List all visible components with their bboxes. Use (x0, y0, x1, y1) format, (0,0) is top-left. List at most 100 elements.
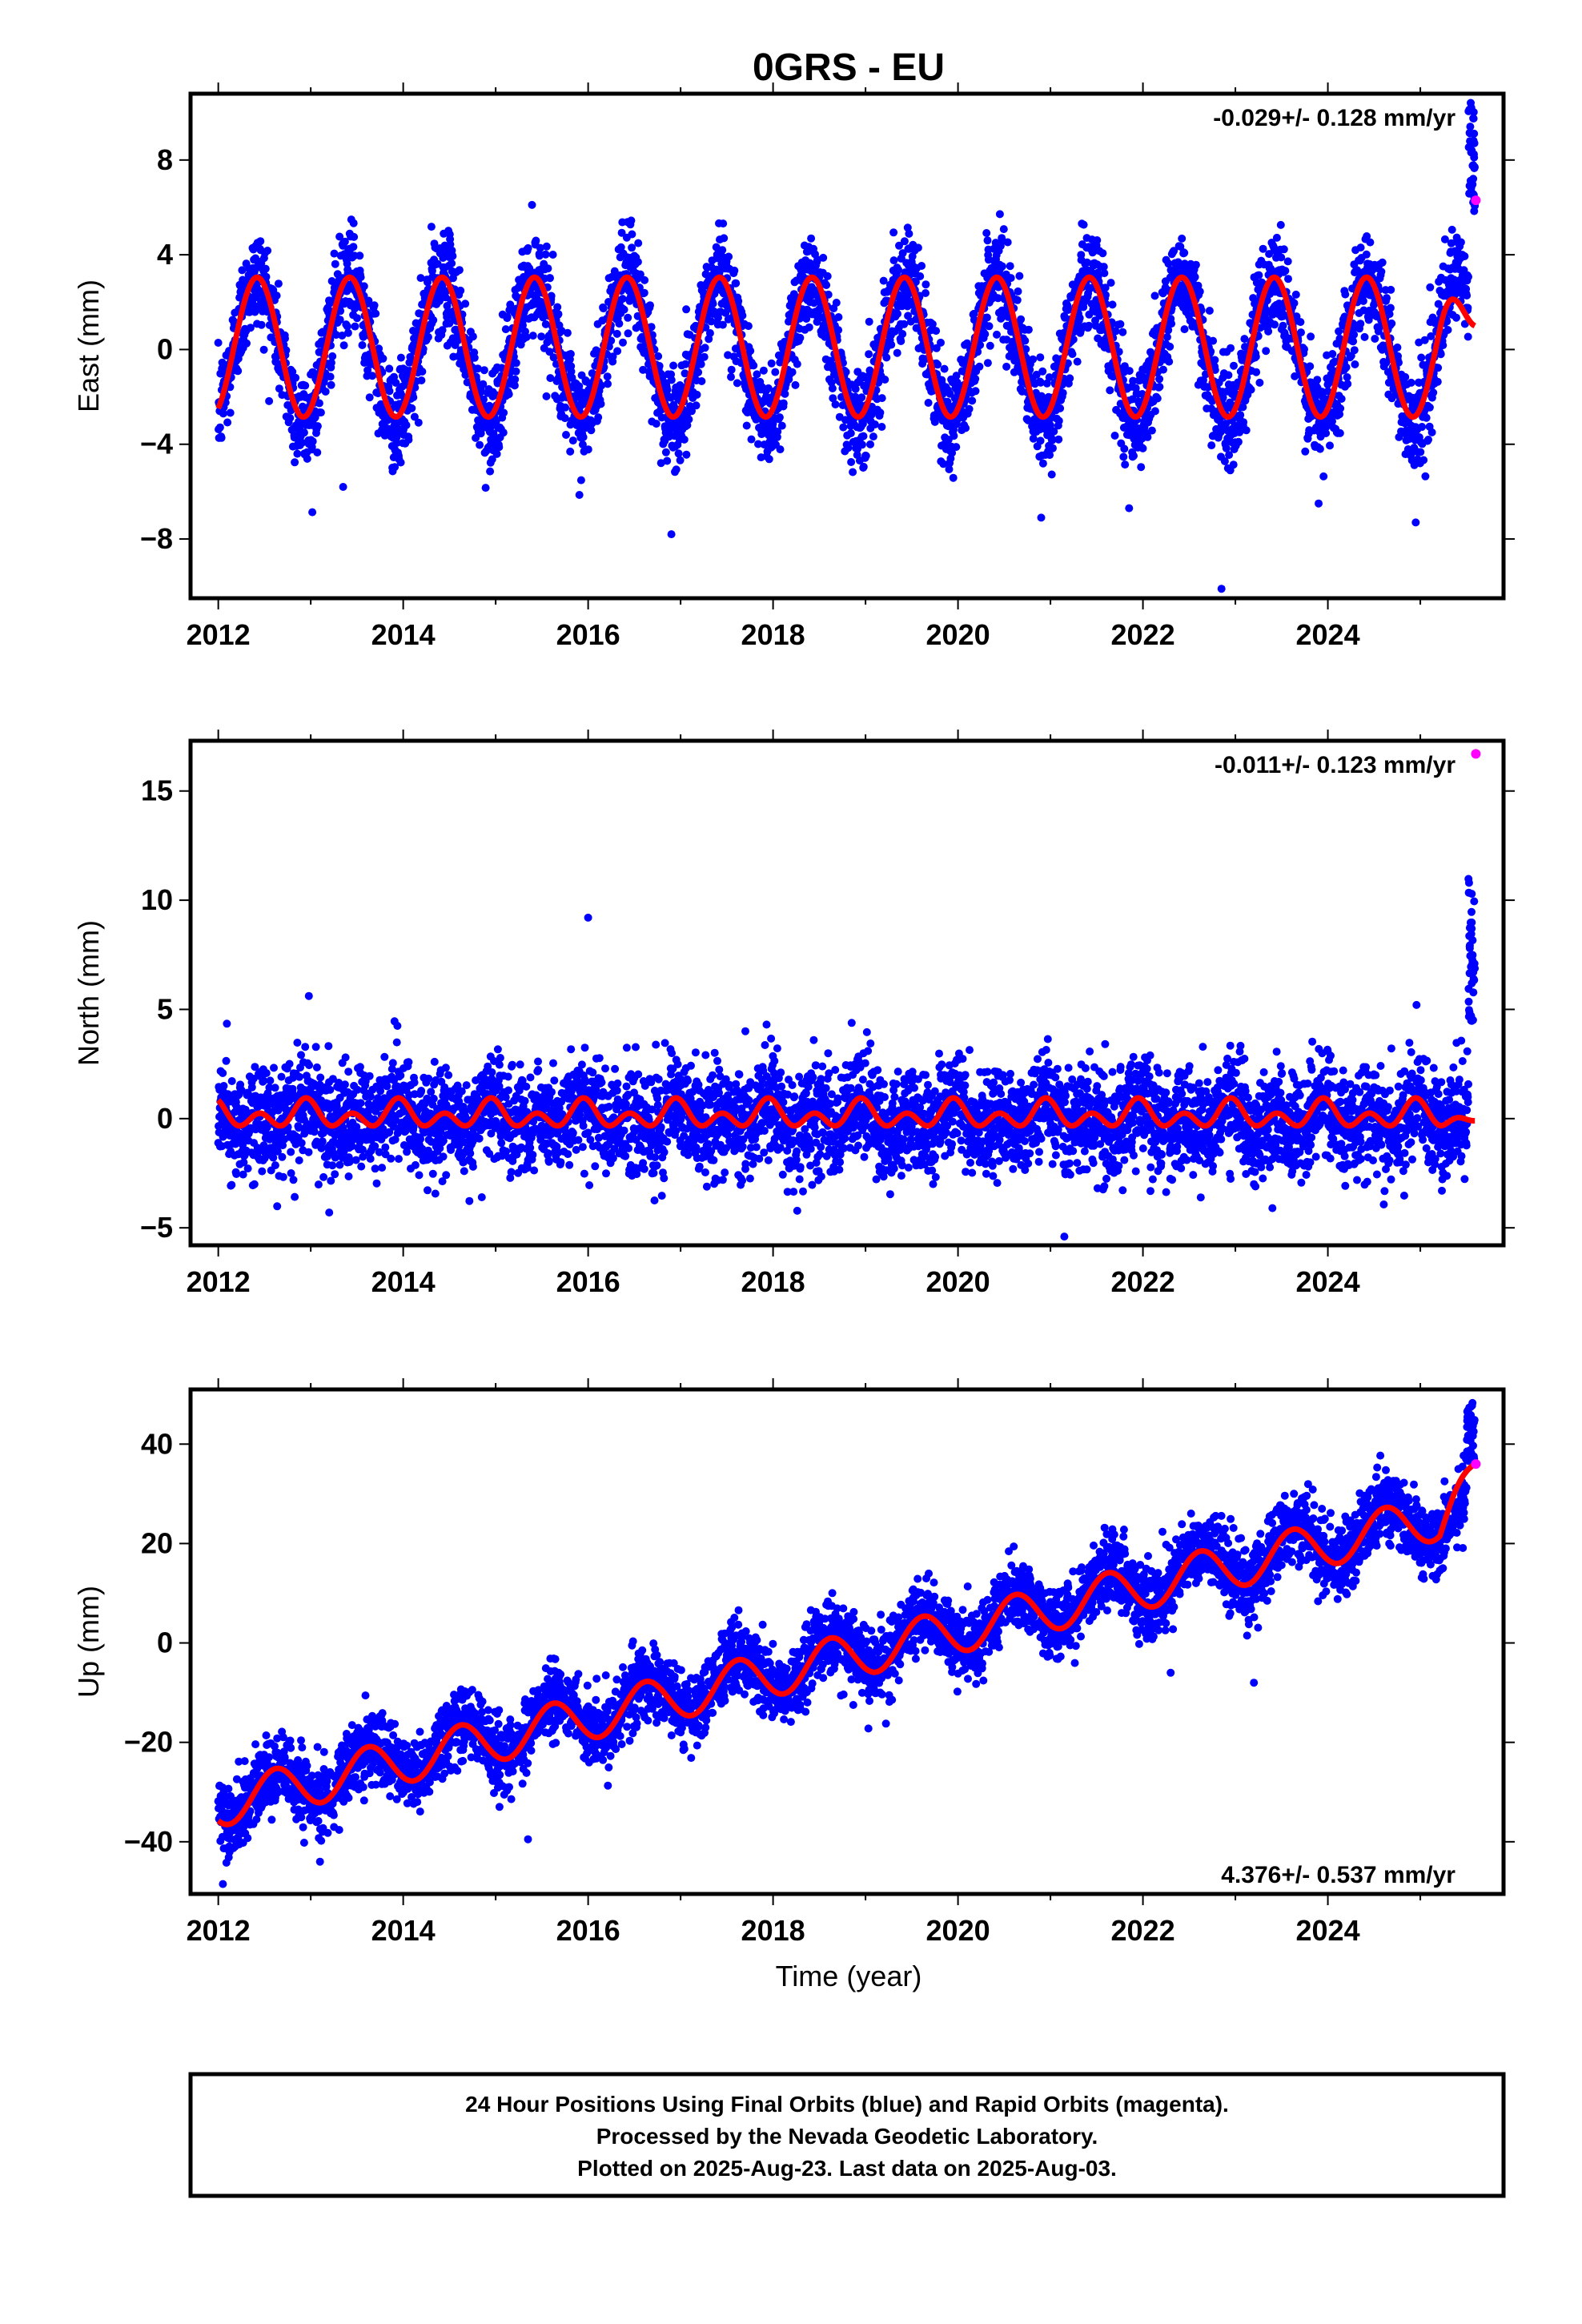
final-orbit-point (223, 1019, 231, 1028)
final-orbit-point (950, 432, 958, 440)
final-orbit-point (924, 399, 933, 407)
final-orbit-point (331, 331, 340, 340)
final-orbit-point (579, 432, 588, 441)
final-orbit-point (370, 301, 379, 310)
final-orbit-point (238, 266, 247, 275)
final-orbit-point (351, 322, 359, 331)
final-orbit-point (468, 332, 477, 341)
final-orbit-point (1119, 452, 1128, 461)
final-orbit-point (301, 381, 310, 390)
final-orbit-point (436, 296, 444, 305)
final-orbit-point (771, 368, 780, 376)
final-orbit-point (1121, 460, 1130, 469)
final-orbit-point (321, 388, 330, 396)
final-orbit-point (397, 391, 406, 400)
final-orbit-point (1110, 432, 1119, 440)
final-orbit-point (1422, 413, 1431, 422)
final-orbit-point (627, 216, 636, 225)
final-orbit-point (1049, 444, 1057, 452)
final-orbit-point (995, 210, 1004, 219)
final-orbit-point (1356, 320, 1365, 328)
final-orbit-point (223, 418, 232, 427)
final-orbit-point (1417, 353, 1426, 362)
final-orbit-point (1066, 374, 1074, 383)
final-orbit-point (532, 236, 540, 245)
final-orbit-point (1421, 472, 1430, 480)
final-orbit-point (1150, 407, 1159, 416)
final-orbit-point (308, 437, 317, 446)
final-orbit-point (667, 376, 676, 384)
final-orbit-point (1326, 441, 1334, 450)
final-orbit-point (603, 372, 612, 381)
final-orbit-point (982, 229, 991, 237)
final-orbit-point (889, 228, 898, 237)
final-orbit-point (358, 341, 367, 349)
final-orbit-point (535, 251, 544, 260)
final-orbit-point (1047, 470, 1056, 479)
final-orbit-point (636, 270, 644, 279)
final-orbit-point (861, 452, 870, 460)
final-orbit-point (215, 423, 224, 432)
east-x-tick-label: 2020 (926, 618, 990, 651)
final-orbit-point (1029, 355, 1038, 364)
final-orbit-point (829, 394, 837, 403)
final-orbit-point (655, 362, 664, 370)
final-orbit-point (681, 360, 690, 368)
final-orbit-point (1150, 292, 1159, 300)
final-orbit-point (343, 259, 351, 268)
final-orbit-point (681, 369, 689, 378)
final-orbit-point (1239, 418, 1248, 427)
final-orbit-point (851, 384, 860, 393)
final-orbit-point (1242, 426, 1251, 435)
final-orbit-point (1319, 472, 1328, 480)
final-orbit-point (802, 315, 811, 323)
final-orbit-point (894, 265, 902, 274)
final-orbit-point (1236, 411, 1245, 420)
final-orbit-point (349, 219, 358, 227)
final-orbit-point (1427, 428, 1436, 436)
final-orbit-point (876, 408, 885, 417)
final-orbit-point (900, 320, 909, 328)
east-plot-area (214, 99, 1481, 593)
final-orbit-point (932, 327, 941, 336)
final-orbit-point (1079, 220, 1088, 229)
final-orbit-point (1464, 272, 1472, 281)
final-orbit-point (479, 380, 488, 388)
final-orbit-point (547, 292, 556, 300)
final-orbit-point (1100, 269, 1109, 278)
final-orbit-point (983, 359, 992, 368)
final-orbit-point (414, 418, 423, 427)
final-orbit-point (512, 359, 520, 368)
final-orbit-point (767, 359, 776, 368)
final-orbit-point (1159, 365, 1167, 374)
final-orbit-point (1359, 296, 1367, 305)
final-orbit-point (1106, 279, 1115, 287)
final-orbit-point (488, 455, 496, 464)
final-orbit-point (568, 436, 577, 445)
final-orbit-point (232, 1170, 241, 1178)
final-orbit-point (898, 330, 907, 338)
final-orbit-point (697, 377, 706, 385)
final-orbit-point (889, 256, 898, 265)
final-orbit-point (316, 408, 325, 417)
final-orbit-point (291, 458, 299, 467)
final-orbit-point (356, 273, 365, 282)
east-final-orbit-points (214, 99, 1480, 593)
final-orbit-point (553, 303, 562, 312)
final-orbit-point (404, 436, 413, 444)
final-orbit-point (640, 275, 649, 284)
final-orbit-point (1424, 436, 1432, 444)
final-orbit-point (1322, 429, 1331, 437)
final-orbit-point (607, 336, 616, 345)
final-orbit-point (1118, 328, 1127, 336)
final-orbit-point (646, 301, 654, 310)
final-orbit-point (391, 463, 400, 472)
final-orbit-point (1452, 313, 1460, 322)
final-orbit-point (1466, 137, 1475, 146)
final-orbit-point (542, 242, 551, 251)
final-orbit-point (545, 348, 554, 356)
final-orbit-point (859, 432, 868, 440)
final-orbit-point (707, 317, 716, 326)
final-orbit-point (1276, 220, 1285, 229)
east-y-tick-label: 4 (157, 238, 173, 271)
